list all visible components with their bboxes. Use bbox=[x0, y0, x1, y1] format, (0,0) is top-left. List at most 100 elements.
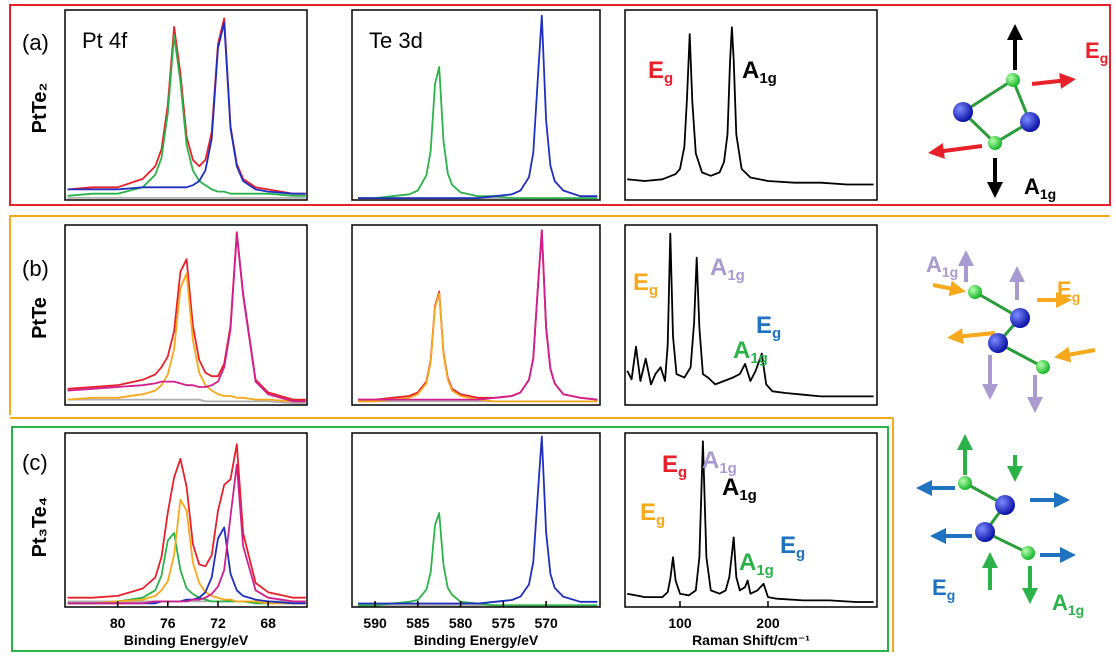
mode-sub: 1g bbox=[942, 264, 958, 280]
mode-label: A1g bbox=[722, 474, 757, 504]
plot-frame bbox=[64, 9, 308, 201]
mode-sub: g bbox=[678, 464, 687, 481]
mode-label: Eg bbox=[756, 312, 781, 342]
spectrum-line bbox=[358, 229, 598, 401]
spectrum-line bbox=[67, 34, 306, 197]
mode-sub: g bbox=[1072, 289, 1081, 305]
mode-sub: 1g bbox=[1040, 186, 1056, 202]
mode-sub: 1g bbox=[719, 460, 737, 477]
mode-base: A bbox=[1024, 174, 1040, 199]
x-axis-label: Binding Energy/eV bbox=[124, 632, 249, 648]
spectrum-line bbox=[67, 526, 306, 605]
row-label: (b) bbox=[22, 256, 49, 281]
mode-base: A bbox=[742, 57, 759, 84]
diagram-a bbox=[928, 24, 1076, 198]
x-tick-label: 570 bbox=[534, 615, 558, 631]
row-label: (a) bbox=[22, 30, 49, 55]
mode-label: Eg bbox=[662, 451, 687, 481]
mode-label: A1g bbox=[1024, 174, 1056, 202]
mode-label: Eg bbox=[1085, 38, 1108, 66]
plot-frame bbox=[351, 224, 601, 406]
mode-label: Eg bbox=[932, 575, 955, 603]
x-axis-label: Raman Shift/cm⁻¹ bbox=[692, 632, 810, 648]
mode-sub: 1g bbox=[727, 267, 745, 284]
mode-sub: g bbox=[796, 545, 805, 562]
mode-label: Eg bbox=[633, 269, 658, 299]
plot-frame bbox=[64, 224, 308, 406]
spectrum-line bbox=[67, 498, 306, 605]
mode-base: A bbox=[702, 447, 719, 474]
mode-base: A bbox=[926, 252, 942, 277]
x-tick-label: 580 bbox=[449, 615, 473, 631]
mode-label: A1g bbox=[733, 337, 768, 367]
plot-frame bbox=[351, 432, 601, 608]
spectrum-line bbox=[358, 14, 598, 199]
mode-label: A1g bbox=[742, 57, 777, 87]
diagram-c bbox=[916, 434, 1076, 604]
spectrum-line bbox=[67, 398, 306, 405]
mode-base: A bbox=[710, 254, 727, 281]
mode-sub: 1g bbox=[756, 562, 774, 579]
row-label: (c) bbox=[22, 450, 48, 475]
mode-base: A bbox=[1052, 590, 1068, 615]
sample-label: PtTe₂ bbox=[29, 83, 51, 134]
spectrum-line bbox=[67, 17, 306, 195]
mode-base: E bbox=[648, 57, 664, 84]
spectrum-line bbox=[67, 272, 306, 403]
mode-label: Eg bbox=[780, 532, 805, 562]
mode-sub: g bbox=[1100, 50, 1109, 66]
mode-sub: g bbox=[947, 587, 956, 603]
mode-label: A1g bbox=[739, 549, 774, 579]
mode-base: E bbox=[640, 499, 656, 526]
x-axis-label: Binding Energy/eV bbox=[414, 632, 539, 648]
x-tick-label: 72 bbox=[210, 615, 226, 631]
mode-base: E bbox=[662, 451, 678, 478]
mode-label: A1g bbox=[926, 252, 958, 280]
spectrum-line bbox=[358, 512, 598, 607]
x-tick-label: 80 bbox=[110, 615, 126, 631]
spectrum-line bbox=[358, 435, 598, 605]
panel-title: Te 3d bbox=[369, 28, 423, 53]
mode-label: Eg bbox=[640, 499, 665, 529]
x-tick-label: 585 bbox=[406, 615, 430, 631]
mode-sub: g bbox=[656, 512, 665, 529]
row-b-frame bbox=[9, 215, 1110, 652]
mode-sub: g bbox=[649, 282, 658, 299]
spectrum-line bbox=[67, 231, 306, 401]
spectrum-line bbox=[358, 229, 598, 401]
spectrum-line bbox=[67, 233, 306, 403]
diagram-b bbox=[932, 250, 1096, 413]
plot-frame bbox=[351, 9, 601, 201]
spectrum-line bbox=[67, 443, 306, 599]
plot-frame bbox=[624, 432, 878, 608]
mode-sub: g bbox=[772, 325, 781, 342]
spectrum-line bbox=[358, 292, 598, 403]
sample-label: Pt₃Te₄ bbox=[29, 497, 51, 558]
spectrum-line bbox=[627, 26, 874, 186]
row-a-frame bbox=[9, 4, 1111, 206]
plot-frame bbox=[624, 9, 878, 201]
mode-label: A1g bbox=[1052, 590, 1084, 618]
mode-base: A bbox=[739, 549, 756, 576]
panel-title: Pt 4f bbox=[82, 28, 128, 53]
spectrum-line bbox=[626, 232, 874, 398]
x-tick-label: 590 bbox=[363, 615, 387, 631]
x-tick-label: 575 bbox=[492, 615, 516, 631]
mode-label: Eg bbox=[1057, 277, 1080, 305]
mode-base: A bbox=[722, 474, 739, 501]
mode-sub: 1g bbox=[750, 350, 768, 367]
spectrum-line bbox=[67, 21, 306, 195]
mode-label: Eg bbox=[648, 57, 673, 87]
mode-base: E bbox=[1057, 277, 1072, 302]
mode-label: A1g bbox=[702, 447, 737, 477]
mode-base: E bbox=[932, 575, 947, 600]
mode-sub: 1g bbox=[739, 487, 757, 504]
mode-sub: 1g bbox=[1068, 602, 1084, 618]
mode-label: A1g bbox=[710, 254, 745, 284]
plot-frame bbox=[64, 432, 308, 608]
mode-sub: g bbox=[664, 70, 673, 87]
mode-base: E bbox=[756, 312, 772, 339]
mode-base: A bbox=[733, 337, 750, 364]
mode-base: E bbox=[780, 532, 796, 559]
